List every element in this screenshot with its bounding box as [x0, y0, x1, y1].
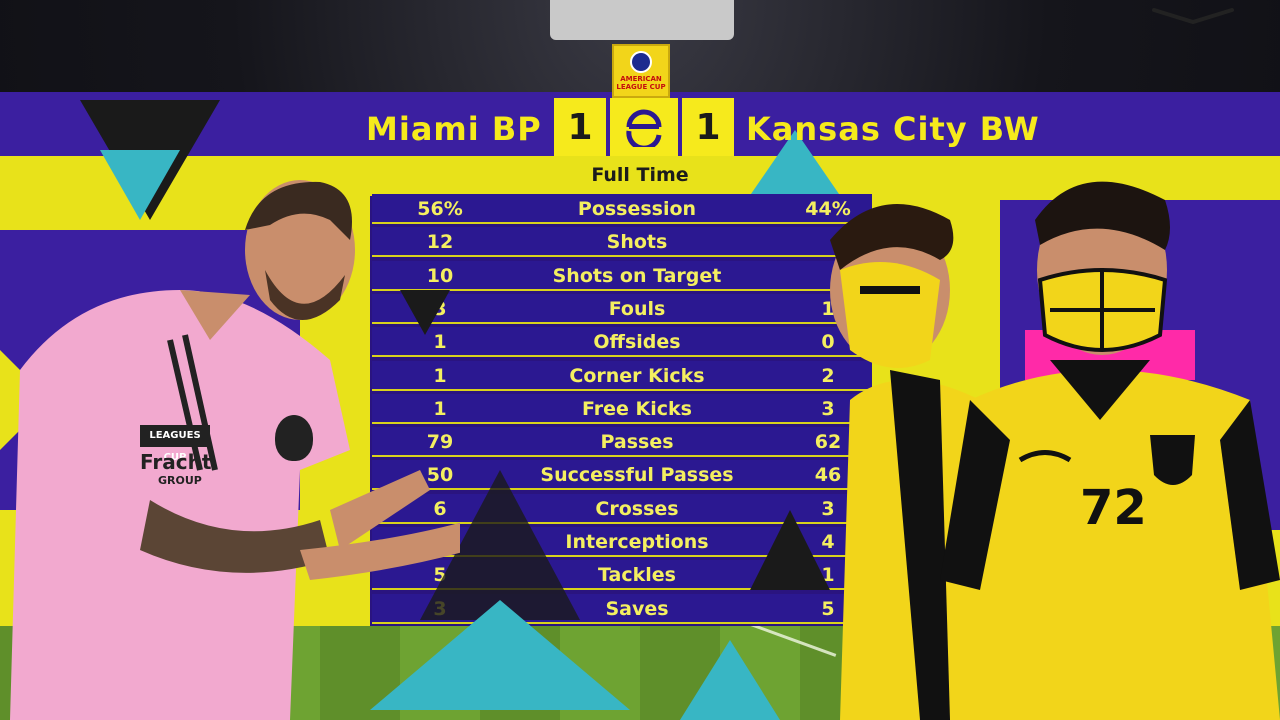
decor-triangle: [750, 510, 830, 590]
home-player-figure: [10, 180, 470, 720]
decor-triangle: [680, 640, 780, 720]
stat-label: Interceptions: [565, 531, 709, 553]
home-sponsor: Fracht: [140, 450, 212, 474]
stat-row: 1 Offsides 0: [372, 327, 872, 358]
stat-row: 79 Passes 62: [372, 427, 872, 458]
leagues-cup-patch: LEAGUES CUP: [140, 425, 210, 463]
stat-home-value: 1: [433, 364, 447, 387]
decor-triangle: [400, 290, 450, 335]
decor-triangle: [100, 150, 180, 220]
away-shirt-number: 72: [1080, 480, 1147, 536]
home-score: 1: [554, 98, 606, 156]
chevron-down-icon: [1152, 8, 1234, 25]
stat-home-value: 56%: [417, 198, 463, 220]
stat-away-value: 2: [821, 364, 835, 387]
league-logo: AMERICAN LEAGUE CUP: [612, 44, 670, 98]
stat-away-value: 3: [821, 397, 835, 420]
stat-row: 1 Corner Kicks 2: [372, 360, 872, 391]
stat-label: Corner Kicks: [569, 364, 705, 387]
stat-home-value: 79: [426, 431, 454, 454]
stat-away-value: 5: [821, 597, 835, 620]
match-status: Full Time: [591, 164, 689, 186]
stat-home-value: 10: [426, 264, 454, 287]
stat-home-value: 1: [433, 331, 447, 354]
stat-away-value: 46: [814, 464, 842, 487]
stat-label: Free Kicks: [582, 397, 692, 420]
stat-row: 10 Shots on Target: [372, 260, 872, 291]
home-crest-icon: [275, 415, 313, 461]
home-team-name: Miami BP: [366, 110, 542, 148]
stat-away-value: 0: [821, 331, 835, 354]
stat-label: Shots: [606, 231, 668, 254]
away-team-name: Kansas City BW: [746, 110, 1040, 148]
stat-label: Crosses: [595, 497, 679, 520]
stat-label: Offsides: [593, 331, 681, 354]
efootball-logo: [610, 98, 678, 156]
stat-row: 56% Possession 44%: [372, 194, 872, 224]
stat-row: 3 Fouls 1: [372, 293, 872, 324]
stat-label: Successful Passes: [540, 464, 734, 487]
stat-row: 12 Shots: [372, 227, 872, 258]
top-cap: [550, 0, 1234, 40]
stat-label: Possession: [577, 198, 697, 220]
stat-row: 1 Free Kicks 3: [372, 393, 872, 424]
away-player-main-figure: [940, 181, 1280, 720]
stat-home-value: 1: [433, 397, 447, 420]
stat-label: Tackles: [598, 564, 676, 587]
score-bar: Miami BP 1 1 Kansas City BW: [360, 98, 1040, 158]
home-player: LEAGUES CUP Fracht GROUP: [0, 170, 470, 720]
decor-triangle: [370, 600, 630, 710]
stat-label: Passes: [600, 431, 674, 454]
league-ball-icon: [630, 51, 652, 73]
stat-home-value: 12: [426, 231, 454, 254]
away-player-main: 72: [930, 160, 1280, 720]
efootball-icon: [626, 109, 662, 147]
stat-away-value: 62: [814, 431, 842, 454]
league-logo-text: AMERICAN LEAGUE CUP: [616, 75, 666, 91]
home-sponsor-sub: GROUP: [158, 474, 202, 487]
stat-label: Shots on Target: [552, 264, 722, 287]
stat-label: Fouls: [608, 297, 666, 320]
stat-away-value: 44%: [805, 198, 851, 220]
away-score: 1: [682, 98, 734, 156]
